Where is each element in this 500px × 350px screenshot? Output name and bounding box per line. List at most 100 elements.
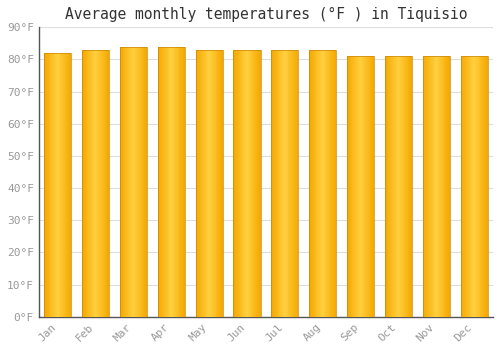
Bar <box>137 47 138 317</box>
Bar <box>280 50 281 317</box>
Bar <box>158 47 185 317</box>
Bar <box>127 47 128 317</box>
Bar <box>464 56 465 317</box>
Bar <box>44 53 72 317</box>
Bar <box>404 56 405 317</box>
Bar <box>318 50 319 317</box>
Bar <box>286 50 288 317</box>
Bar <box>470 56 472 317</box>
Bar <box>212 50 213 317</box>
Bar <box>472 56 473 317</box>
Bar <box>322 50 324 317</box>
Bar <box>410 56 411 317</box>
Bar <box>166 47 167 317</box>
Bar <box>460 56 462 317</box>
Bar <box>196 50 223 317</box>
Bar <box>120 47 147 317</box>
Bar <box>440 56 441 317</box>
Bar <box>288 50 290 317</box>
Bar <box>395 56 396 317</box>
Bar <box>477 56 478 317</box>
Bar <box>216 50 218 317</box>
Bar <box>312 50 314 317</box>
Bar <box>130 47 132 317</box>
Bar <box>104 50 106 317</box>
Bar <box>439 56 440 317</box>
Bar <box>274 50 275 317</box>
Bar <box>282 50 283 317</box>
Bar <box>367 56 368 317</box>
Bar <box>396 56 398 317</box>
Bar <box>200 50 201 317</box>
Bar <box>60 53 62 317</box>
Bar <box>426 56 427 317</box>
Bar <box>213 50 214 317</box>
Bar <box>272 50 273 317</box>
Title: Average monthly temperatures (°F ) in Tiquisio: Average monthly temperatures (°F ) in Ti… <box>64 7 467 22</box>
Bar <box>368 56 370 317</box>
Bar <box>424 56 426 317</box>
Bar <box>82 50 83 317</box>
Bar <box>210 50 211 317</box>
Bar <box>248 50 249 317</box>
Bar <box>430 56 431 317</box>
Bar <box>180 47 182 317</box>
Bar <box>276 50 278 317</box>
Bar <box>484 56 485 317</box>
Bar <box>446 56 447 317</box>
Bar <box>255 50 256 317</box>
Bar <box>102 50 103 317</box>
Bar <box>441 56 442 317</box>
Bar <box>385 56 386 317</box>
Bar <box>319 50 320 317</box>
Bar <box>486 56 487 317</box>
Bar <box>393 56 394 317</box>
Bar <box>220 50 221 317</box>
Bar <box>320 50 321 317</box>
Bar <box>44 53 45 317</box>
Bar <box>106 50 108 317</box>
Bar <box>174 47 175 317</box>
Bar <box>462 56 463 317</box>
Bar <box>428 56 429 317</box>
Bar <box>124 47 126 317</box>
Bar <box>175 47 176 317</box>
Bar <box>138 47 139 317</box>
Bar <box>129 47 130 317</box>
Bar <box>295 50 296 317</box>
Bar <box>128 47 129 317</box>
Bar <box>219 50 220 317</box>
Bar <box>47 53 48 317</box>
Bar <box>356 56 357 317</box>
Bar <box>146 47 147 317</box>
Bar <box>90 50 91 317</box>
Bar <box>408 56 410 317</box>
Bar <box>434 56 436 317</box>
Bar <box>259 50 260 317</box>
Bar <box>93 50 94 317</box>
Bar <box>466 56 467 317</box>
Bar <box>314 50 316 317</box>
Bar <box>199 50 200 317</box>
Bar <box>326 50 328 317</box>
Bar <box>173 47 174 317</box>
Bar <box>476 56 477 317</box>
Bar <box>134 47 136 317</box>
Bar <box>473 56 474 317</box>
Bar <box>463 56 464 317</box>
Bar <box>348 56 349 317</box>
Bar <box>372 56 374 317</box>
Bar <box>411 56 412 317</box>
Bar <box>94 50 96 317</box>
Bar <box>362 56 364 317</box>
Bar <box>355 56 356 317</box>
Bar <box>45 53 46 317</box>
Bar <box>99 50 100 317</box>
Bar <box>437 56 438 317</box>
Bar <box>238 50 239 317</box>
Bar <box>275 50 276 317</box>
Bar <box>162 47 163 317</box>
Bar <box>103 50 104 317</box>
Bar <box>365 56 366 317</box>
Bar <box>334 50 336 317</box>
